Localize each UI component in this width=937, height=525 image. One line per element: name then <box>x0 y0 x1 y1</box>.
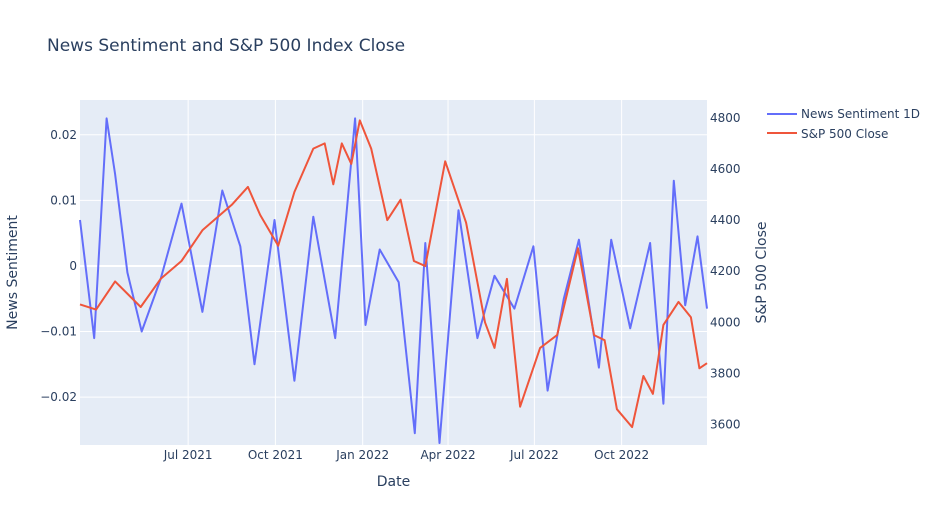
y2-tick-label: 4400 <box>710 213 741 227</box>
series-lines <box>79 117 708 444</box>
legend[interactable]: News Sentiment 1D S&P 500 Close <box>767 107 920 141</box>
y2-tick-label: 4800 <box>710 111 741 125</box>
y2-tick-label: 3600 <box>710 418 741 432</box>
x-tick-label: Apr 2022 <box>420 448 475 462</box>
chart-title: News Sentiment and S&P 500 Index Close <box>47 36 405 56</box>
y-tick-label: −0.02 <box>40 390 77 404</box>
x-axis-title: Date <box>377 474 410 490</box>
legend-label-sentiment[interactable]: News Sentiment 1D <box>801 107 920 121</box>
y2-axis-title: S&P 500 Close <box>754 221 770 323</box>
y-tick-label: −0.01 <box>40 325 77 339</box>
x-tick-label: Jul 2021 <box>163 448 213 462</box>
x-tick-label: Jul 2022 <box>509 448 559 462</box>
y2-tick-label: 4600 <box>710 162 741 176</box>
y-tick-label: 0.01 <box>50 193 77 207</box>
y-tick-label: 0 <box>69 259 77 273</box>
x-tick-label: Jan 2022 <box>335 448 389 462</box>
series-line-sp500 <box>79 119 708 429</box>
legend-label-sp500[interactable]: S&P 500 Close <box>801 127 888 141</box>
x-tick-label: Oct 2021 <box>248 448 303 462</box>
y2-tick-label: 4200 <box>710 264 741 278</box>
y-tick-label: 0.02 <box>50 128 77 142</box>
y2-tick-label: 3800 <box>710 366 741 380</box>
x-tick-label: Oct 2022 <box>594 448 649 462</box>
series-line-sentiment <box>79 117 708 444</box>
tick-labels: Jul 2021 Oct 2021 Jan 2022 Apr 2022 Jul 2022… <box>40 111 740 462</box>
y-axis-title: News Sentiment <box>5 215 21 330</box>
y2-tick-label: 4000 <box>710 315 741 329</box>
